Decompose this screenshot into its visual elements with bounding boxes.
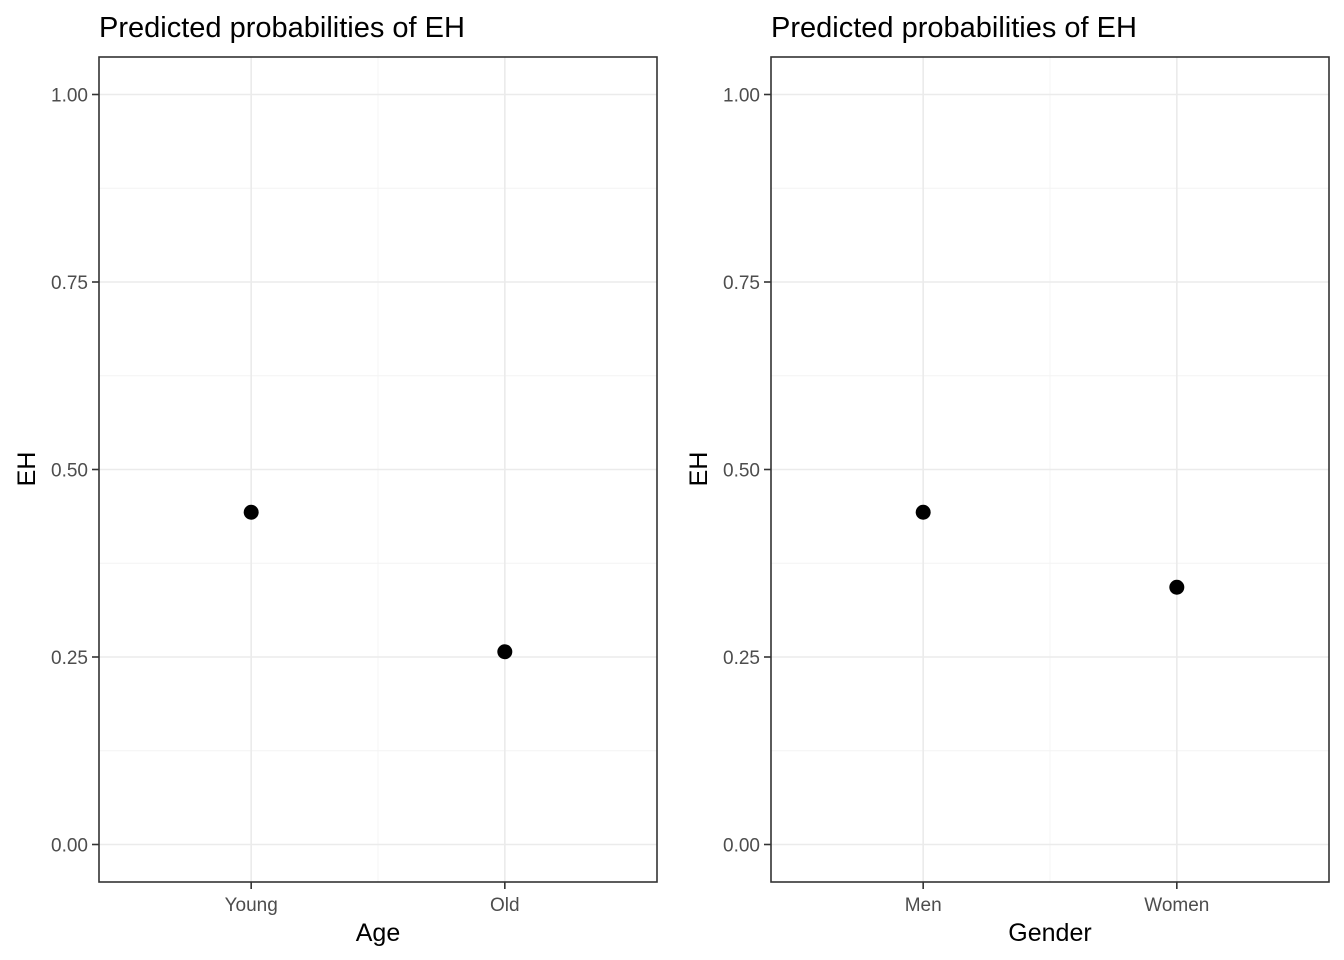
age-panel-title: Predicted probabilities of EH [99, 12, 465, 44]
gender-panel-title: Predicted probabilities of EH [771, 12, 1137, 44]
gender-y-axis-title: EH [685, 452, 713, 487]
age-grid [99, 57, 657, 882]
gender-panel: Predicted probabilities of EH 0.000.250.… [685, 12, 1330, 947]
age-y-tick-label: 1.00 [51, 86, 88, 107]
gender-x-tick-label: Men [905, 895, 942, 916]
age-y-axis-title: EH [13, 452, 41, 487]
gender-x-axis-title: Gender [1008, 919, 1091, 947]
gender-y-tick-label: 0.50 [723, 461, 760, 482]
age-x-tick-label: Young [225, 895, 278, 916]
age-y-tick-label: 0.75 [51, 273, 88, 294]
age-point-young [243, 504, 259, 520]
age-x-axis-title: Age [356, 919, 400, 947]
gender-points [915, 504, 1185, 595]
age-y-tick-label: 0.00 [51, 836, 88, 857]
gender-point-women [1169, 579, 1185, 595]
gender-y-tick-label: 1.00 [723, 86, 760, 107]
age-x-axis: Young Old [225, 882, 520, 916]
gender-y-tick-label: 0.75 [723, 273, 760, 294]
gender-y-tick-label: 0.00 [723, 836, 760, 857]
age-x-tick-label: Old [490, 895, 520, 916]
gender-grid [771, 57, 1329, 882]
age-point-old [497, 644, 513, 660]
gender-x-tick-label: Women [1144, 895, 1209, 916]
age-panel: Predicted probabilities of EH 0.000.250.… [13, 12, 658, 947]
age-y-tick-label: 0.25 [51, 648, 88, 669]
age-y-tick-label: 0.50 [51, 461, 88, 482]
gender-y-axis: 0.00 0.25 0.50 0.75 1.00 [723, 86, 771, 857]
age-points [243, 504, 513, 660]
gender-y-tick-label: 0.25 [723, 648, 760, 669]
age-y-axis: 0.00 0.25 0.50 0.75 1.00 [51, 86, 99, 857]
gender-point-men [915, 504, 931, 520]
gender-x-axis: Men Women [905, 882, 1209, 916]
